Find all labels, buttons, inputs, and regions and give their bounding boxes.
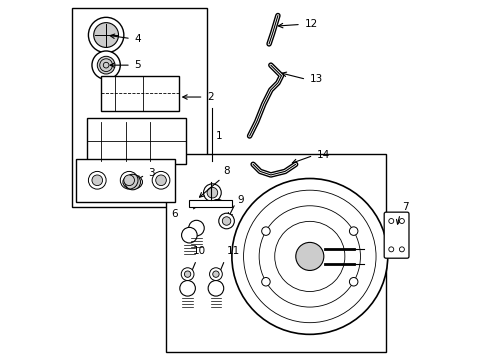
Circle shape bbox=[212, 271, 219, 277]
Text: 6: 6 bbox=[171, 209, 178, 219]
Circle shape bbox=[295, 242, 323, 271]
Circle shape bbox=[92, 175, 103, 186]
Bar bbox=[72, 9, 207, 207]
Circle shape bbox=[125, 174, 140, 190]
Circle shape bbox=[118, 168, 147, 196]
Text: 5: 5 bbox=[134, 60, 141, 70]
Circle shape bbox=[399, 218, 404, 223]
Text: 11: 11 bbox=[226, 246, 239, 256]
Bar bbox=[189, 200, 231, 207]
Text: 13: 13 bbox=[309, 74, 322, 84]
Bar bbox=[101, 76, 179, 111]
Circle shape bbox=[203, 184, 221, 201]
Circle shape bbox=[181, 268, 194, 281]
Circle shape bbox=[348, 227, 357, 235]
Ellipse shape bbox=[123, 175, 142, 189]
Circle shape bbox=[388, 218, 393, 223]
Circle shape bbox=[399, 247, 404, 252]
Circle shape bbox=[261, 227, 270, 235]
Circle shape bbox=[388, 247, 393, 252]
Bar bbox=[76, 159, 175, 201]
Text: 14: 14 bbox=[316, 151, 330, 161]
Text: 8: 8 bbox=[223, 166, 229, 176]
Circle shape bbox=[222, 217, 230, 225]
Circle shape bbox=[231, 178, 387, 335]
Circle shape bbox=[261, 277, 270, 286]
Text: 2: 2 bbox=[207, 92, 213, 102]
Circle shape bbox=[188, 220, 204, 236]
Text: 10: 10 bbox=[193, 246, 206, 256]
FancyBboxPatch shape bbox=[383, 212, 408, 258]
Text: 7: 7 bbox=[402, 202, 408, 212]
Circle shape bbox=[155, 175, 166, 186]
Text: 12: 12 bbox=[304, 19, 317, 29]
Circle shape bbox=[218, 213, 234, 229]
Circle shape bbox=[208, 281, 223, 296]
Text: 1: 1 bbox=[215, 131, 222, 141]
Circle shape bbox=[88, 17, 123, 53]
Bar bbox=[87, 118, 185, 164]
Circle shape bbox=[207, 187, 217, 198]
Circle shape bbox=[184, 271, 190, 277]
Bar bbox=[166, 154, 385, 352]
Circle shape bbox=[92, 51, 120, 79]
Circle shape bbox=[180, 281, 195, 296]
Circle shape bbox=[123, 175, 134, 186]
Circle shape bbox=[348, 277, 357, 286]
Circle shape bbox=[181, 227, 197, 243]
Circle shape bbox=[97, 56, 115, 74]
Text: 9: 9 bbox=[237, 195, 243, 205]
Text: 3: 3 bbox=[148, 168, 155, 178]
Text: 4: 4 bbox=[134, 34, 141, 44]
Circle shape bbox=[93, 22, 118, 47]
Circle shape bbox=[209, 268, 222, 281]
